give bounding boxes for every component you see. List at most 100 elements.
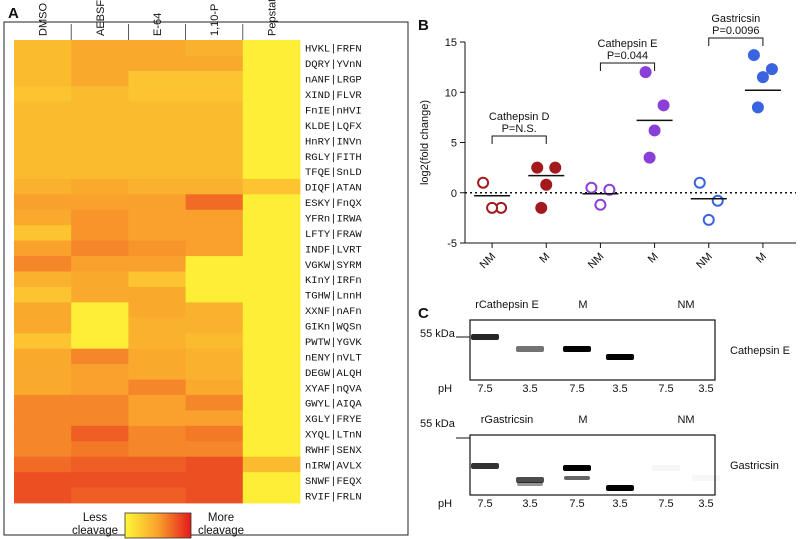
heat-cell — [14, 410, 72, 427]
heat-cell — [128, 55, 186, 72]
heat-cell — [71, 302, 129, 319]
heat-cell — [128, 256, 186, 272]
heat-cell — [14, 302, 72, 319]
heat-cell — [71, 225, 129, 242]
heat-cell — [128, 178, 186, 195]
heat-cell — [242, 271, 301, 288]
heat-cell — [185, 101, 244, 118]
band — [471, 463, 499, 469]
heat-cell — [71, 364, 129, 380]
row-label: XYAF|nQVA — [305, 383, 362, 395]
heat-cell — [128, 410, 186, 427]
heat-cell — [128, 456, 186, 473]
heat-cell — [128, 240, 186, 257]
band-secondary — [517, 482, 543, 486]
heat-cell — [71, 148, 129, 164]
bracket — [599, 62, 656, 71]
heat-cell — [242, 55, 301, 72]
heat-cell — [14, 101, 72, 118]
annotation-p: P=0.0096 — [712, 25, 759, 37]
data-point — [747, 49, 760, 62]
data-point — [531, 161, 544, 174]
ph-value: 7.5 — [477, 498, 492, 510]
heat-cell — [14, 456, 72, 473]
heat-cell — [71, 178, 129, 195]
heat-cell — [185, 364, 244, 380]
ph-value: 7.5 — [569, 383, 584, 395]
row-label: ESKY|FnQX — [305, 198, 362, 210]
bracket — [708, 37, 764, 46]
row-label: RWHF|SENX — [305, 445, 362, 457]
heat-cell — [242, 379, 301, 396]
band-secondary — [564, 476, 590, 480]
heat-cell — [71, 348, 129, 365]
heat-cell — [71, 394, 129, 411]
heat-cell — [71, 333, 129, 350]
marker-label: 55 kDa — [420, 418, 456, 430]
ph-value: 3.5 — [698, 383, 713, 395]
column-label: AEBSF — [95, 0, 107, 36]
panel-letter: A — [8, 5, 19, 22]
colorbar-high-label: More cleavage — [197, 512, 245, 537]
data-point — [486, 201, 499, 214]
lane-group-label: NM — [677, 414, 694, 426]
heat-cell — [242, 286, 301, 303]
heat-cell — [242, 117, 301, 133]
heat-cell — [185, 410, 244, 427]
row-label: RGLY|FITH — [305, 152, 362, 164]
heat-cell — [242, 487, 301, 504]
heat-cell — [71, 209, 129, 226]
panel-letter: C — [418, 305, 429, 322]
heat-cell — [185, 86, 244, 103]
heat-cell — [128, 302, 186, 319]
heat-cell — [128, 317, 186, 334]
annotation-p: P=N.S. — [502, 123, 537, 135]
heat-cell — [128, 348, 186, 365]
ph-value: 7.5 — [569, 498, 584, 510]
y-tick-label: 10 — [445, 87, 457, 99]
heat-cell — [185, 472, 244, 488]
x-tick-label: M — [646, 251, 661, 266]
heat-cell — [185, 55, 244, 72]
heat-cell — [185, 163, 244, 180]
heat-cell — [14, 333, 72, 350]
heat-cell — [185, 117, 244, 133]
heat-cell — [71, 40, 129, 56]
heat-cell — [128, 86, 186, 103]
heat-cell — [71, 271, 129, 288]
heat-cell — [242, 348, 301, 365]
heat-cell — [242, 86, 301, 103]
lane-group-label: NM — [677, 299, 694, 311]
heat-cell — [14, 394, 72, 411]
heat-cell — [128, 333, 186, 350]
heat-cell — [185, 240, 244, 257]
heat-cell — [242, 256, 301, 272]
heat-cell — [14, 317, 72, 334]
heat-cell — [14, 194, 72, 211]
data-point — [765, 63, 778, 76]
data-point — [540, 178, 553, 191]
row-label: DIQF|ATAN — [305, 183, 362, 195]
heat-cell — [71, 101, 129, 118]
heat-cell — [71, 472, 129, 488]
heat-cell — [14, 86, 72, 103]
heat-cell — [128, 117, 186, 133]
band — [606, 354, 634, 360]
heat-cell — [14, 286, 72, 303]
ph-label: pH — [438, 383, 452, 395]
heat-cell — [14, 55, 72, 72]
heat-cell — [14, 117, 72, 133]
heat-cell — [128, 163, 186, 180]
ph-value: 3.5 — [522, 498, 537, 510]
band — [652, 465, 680, 471]
heat-cell — [71, 86, 129, 103]
heat-cell — [185, 194, 244, 211]
heat-cell — [71, 132, 129, 149]
row-label: DQRY|YVnN — [305, 59, 362, 71]
heat-cell — [128, 441, 186, 458]
colorbar — [124, 512, 192, 539]
heat-cell — [185, 487, 244, 504]
heat-cell — [242, 410, 301, 427]
heat-cell — [242, 441, 301, 458]
